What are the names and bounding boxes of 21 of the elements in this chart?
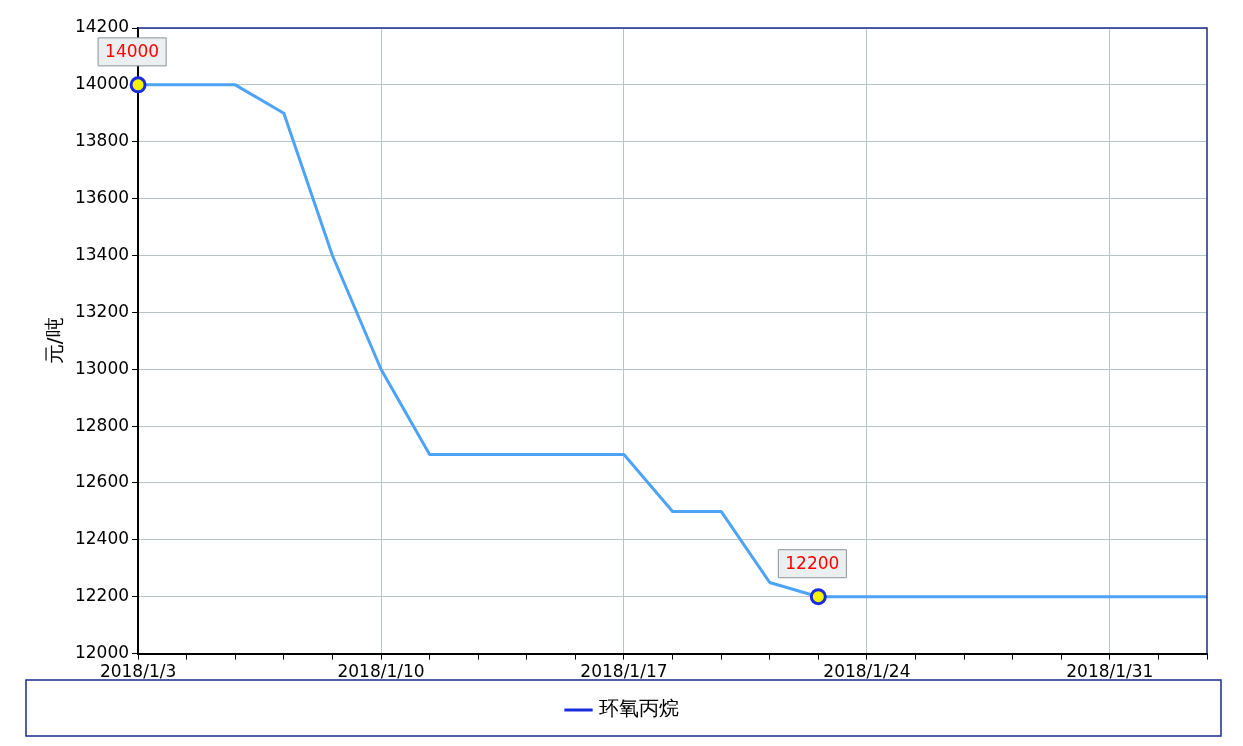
data-label: 12200 <box>785 553 840 574</box>
x-tick-label: 2018/1/3 <box>99 661 177 682</box>
y-tick-label: 14000 <box>74 73 130 94</box>
y-tick-label: 13200 <box>74 300 130 321</box>
data-label: 14000 <box>105 41 160 62</box>
y-tick-label: 12200 <box>74 585 130 606</box>
legend-label: 环氧丙烷 <box>598 696 679 721</box>
y-tick-label: 12600 <box>74 471 130 492</box>
y-axis-title: 元/吨 <box>42 317 67 365</box>
x-tick-label: 2018/1/24 <box>823 661 911 682</box>
y-tick-label: 13000 <box>74 357 130 378</box>
y-tick-label: 12800 <box>74 414 130 435</box>
x-tick-label: 2018/1/31 <box>1066 661 1154 682</box>
x-tick-label: 2018/1/10 <box>337 661 425 682</box>
y-tick-label: 12400 <box>74 528 130 549</box>
y-tick-label: 12000 <box>74 642 130 663</box>
y-tick-label: 14200 <box>74 16 130 37</box>
y-tick-label: 13400 <box>74 243 130 264</box>
y-tick-label: 13600 <box>74 187 130 208</box>
y-tick-label: 13800 <box>74 130 130 151</box>
x-tick-label: 2018/1/17 <box>580 661 668 682</box>
